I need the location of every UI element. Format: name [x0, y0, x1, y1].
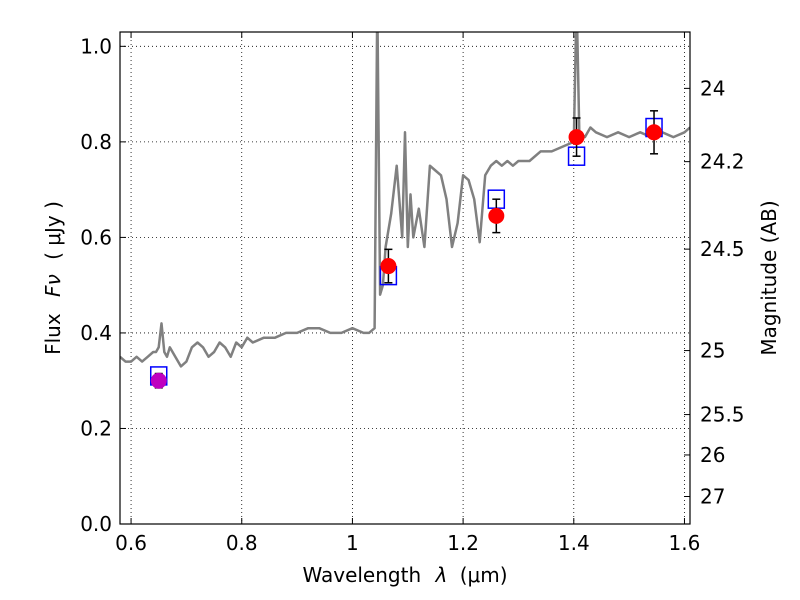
y-tick-label: 0.8	[80, 130, 112, 154]
y2-tick-label: 26	[700, 443, 725, 467]
measured-point	[488, 207, 505, 224]
x-tick-label: 1.6	[669, 531, 701, 555]
plot-frame	[119, 31, 691, 525]
y2-tick-label: 25.5	[700, 403, 745, 427]
x-tick-label: 0.6	[115, 531, 147, 555]
x-tick-label: 1	[346, 531, 359, 555]
y2-tick-label: 24.2	[700, 150, 745, 174]
x-axis-title: Wavelength λ (μm)	[302, 563, 507, 587]
y-tick-label: 0.4	[80, 321, 112, 345]
y-tick-label: 0.0	[80, 512, 112, 536]
y2-tick-label: 25	[700, 339, 725, 363]
measured-points	[150, 110, 663, 389]
y2-tick-label: 24.5	[700, 237, 745, 261]
y-axis-title: Flux Fν ( μJy )	[41, 201, 65, 355]
measured-point	[568, 129, 585, 146]
x-tick-label: 1.4	[558, 531, 590, 555]
y-tick-label: 0.2	[80, 416, 112, 440]
x-tick-label: 0.8	[226, 531, 258, 555]
measured-point	[646, 124, 663, 141]
measured-point	[380, 258, 397, 275]
y-tick-label: 0.6	[80, 225, 112, 249]
y2-tick-label: 27	[700, 485, 725, 509]
spectrum-layer	[120, 32, 690, 368]
x-tick-label: 1.2	[447, 531, 479, 555]
spectrum-line	[120, 32, 690, 368]
y2-axis-title: Magnitude (AB)	[757, 200, 781, 355]
ticks-layer: 0.6 0.8 1 1.2 1.4 1.6 0.0 0.2 0.4 0.6 0.8 1.0 24 24.2…	[80, 32, 745, 555]
y-tick-label: 1.0	[80, 34, 112, 58]
measured-point	[150, 372, 167, 389]
grid-layer	[120, 32, 690, 524]
y2-tick-label: 24	[700, 76, 725, 100]
